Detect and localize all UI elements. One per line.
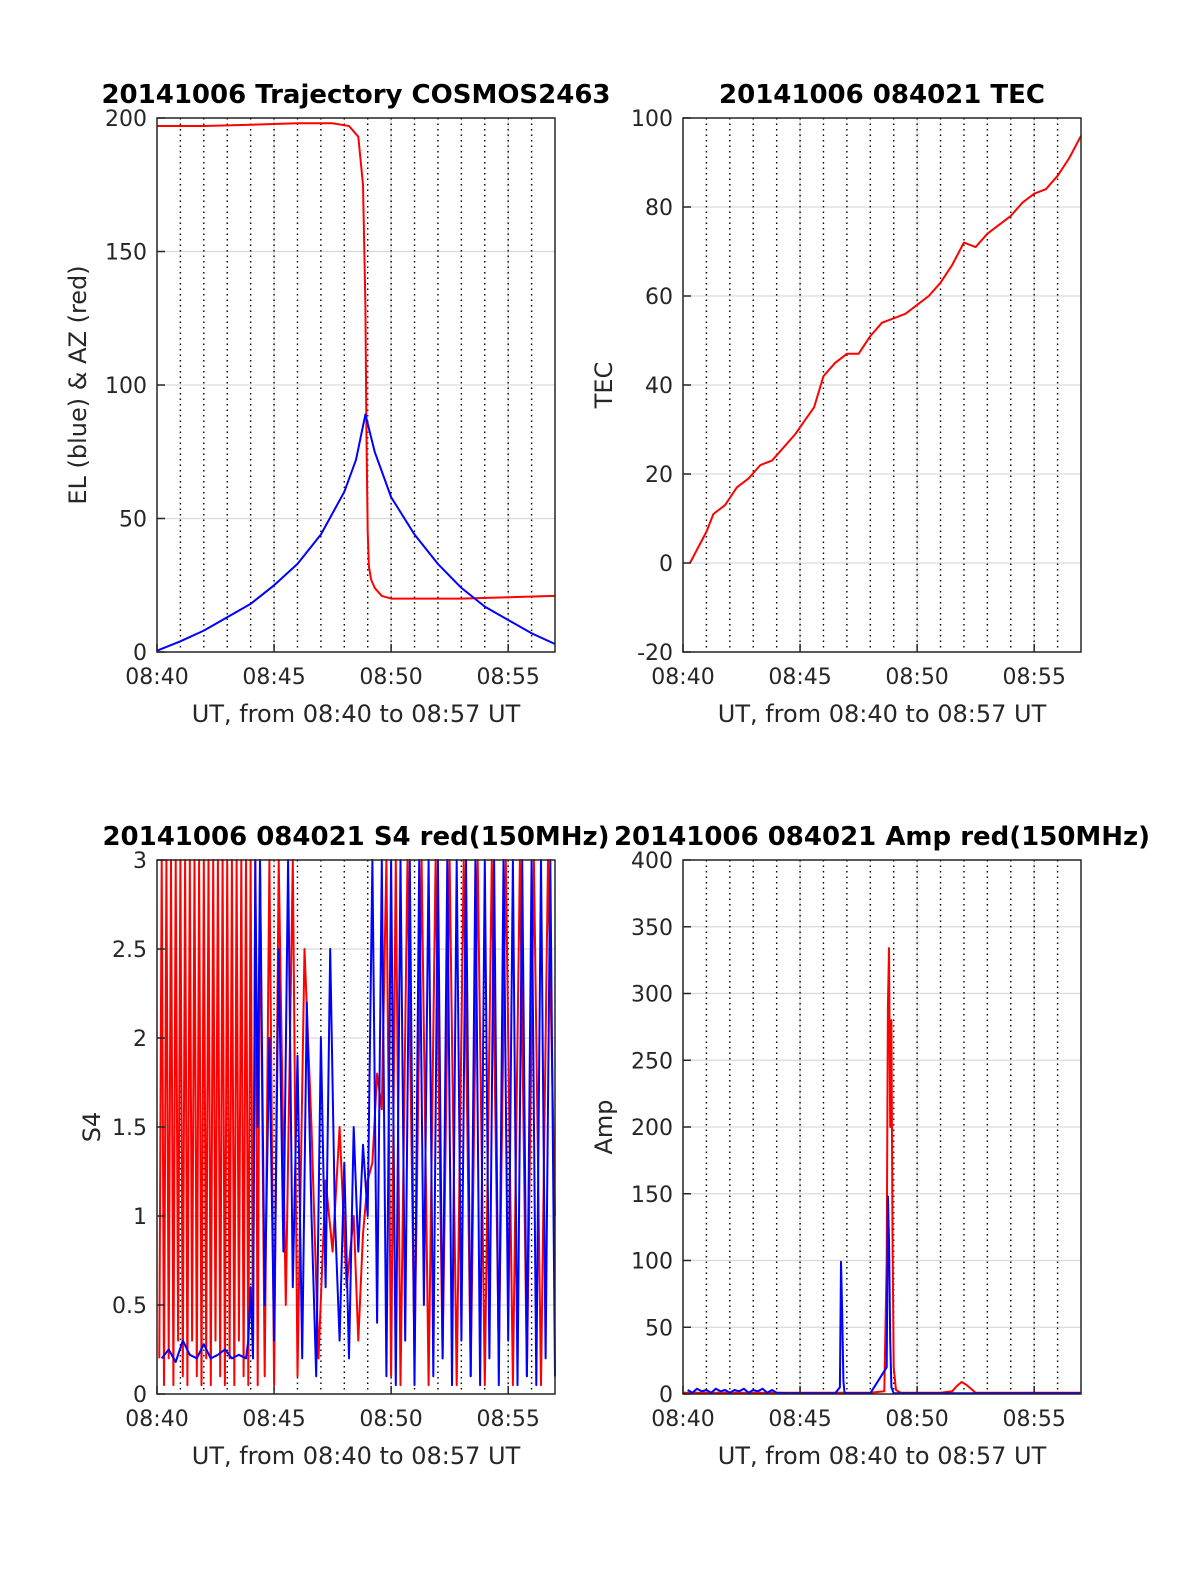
s4-ytick-5: 2.5: [112, 938, 147, 963]
amp-ytick-2: 100: [631, 1250, 673, 1275]
trajectory-ytick-1: 50: [119, 508, 147, 533]
s4-xtick-1: 08:45: [242, 1407, 305, 1432]
tec-xtick-0: 08:40: [651, 665, 714, 690]
tec-ytick-1: 0: [659, 552, 673, 577]
tec-xlabel: UT, from 08:40 to 08:57 UT: [718, 700, 1047, 728]
amp-ytick-0: 0: [659, 1383, 673, 1408]
trajectory-title: 20141006 Trajectory COSMOS2463: [101, 80, 610, 110]
trajectory-xtick-0: 08:40: [125, 665, 188, 690]
s4-xtick-2: 08:50: [359, 1407, 422, 1432]
s4-ytick-0: 0: [133, 1383, 147, 1408]
tec-xtick-3: 08:55: [1002, 665, 1065, 690]
amp-ytick-4: 200: [631, 1116, 673, 1141]
tec-xtick-1: 08:45: [768, 665, 831, 690]
s4-ytick-1: 0.5: [112, 1294, 147, 1319]
amp-title: 20141006 084021 Amp red(150MHz): [614, 822, 1150, 852]
amp-ytick-5: 250: [631, 1049, 673, 1074]
tec-series-red: [689, 135, 1082, 564]
s4-xlabel: UT, from 08:40 to 08:57 UT: [192, 1442, 521, 1470]
tec-ytick-4: 60: [645, 285, 673, 310]
s4-ylabel: S4: [78, 1112, 106, 1143]
amp-ytick-3: 150: [631, 1183, 673, 1208]
trajectory-ytick-2: 100: [105, 374, 147, 399]
amp-xtick-2: 08:50: [885, 1407, 948, 1432]
amp-ytick-7: 350: [631, 916, 673, 941]
tec-ylabel: TEC: [590, 362, 618, 410]
trajectory-xtick-1: 08:45: [242, 665, 305, 690]
s4-ytick-2: 1: [133, 1205, 147, 1230]
s4-ytick-6: 3: [133, 849, 147, 874]
s4-ytick-3: 1.5: [112, 1116, 147, 1141]
trajectory-ytick-0: 0: [133, 641, 147, 666]
trajectory-series-red: [157, 122, 556, 600]
tec-panel: 20141006 084021 TEC 08:40 08:45 08:50 08:55…: [590, 80, 1082, 728]
s4-xtick-3: 08:55: [476, 1407, 539, 1432]
amp-panel: 20141006 084021 Amp red(150MHz) 08:40 08:…: [590, 822, 1150, 1470]
tec-ytick-2: 20: [645, 463, 673, 488]
amp-xtick-3: 08:55: [1002, 1407, 1065, 1432]
s4-panel: 20141006 084021 S4 red(150MHz) 08:40 08:4…: [78, 822, 610, 1470]
tec-ytick-6: 100: [631, 107, 673, 132]
trajectory-xtick-2: 08:50: [359, 665, 422, 690]
s4-ytick-4: 2: [133, 1027, 147, 1052]
amp-ylabel: Amp: [590, 1099, 618, 1154]
trajectory-ytick-4: 200: [105, 107, 147, 132]
tec-title: 20141006 084021 TEC: [719, 80, 1045, 110]
amp-xlabel: UT, from 08:40 to 08:57 UT: [718, 1442, 1047, 1470]
tec-ytick-5: 80: [645, 196, 673, 221]
amp-xtick-1: 08:45: [768, 1407, 831, 1432]
trajectory-panel: 20141006 Trajectory COSMOS2463 08:40 08:4…: [64, 80, 611, 728]
tec-ytick-3: 40: [645, 374, 673, 399]
amp-series-red: [683, 947, 1081, 1394]
trajectory-xlabel: UT, from 08:40 to 08:57 UT: [192, 700, 521, 728]
s4-title: 20141006 084021 S4 red(150MHz): [102, 822, 609, 852]
amp-xtick-0: 08:40: [651, 1407, 714, 1432]
amp-ytick-6: 300: [631, 983, 673, 1008]
amp-ytick-8: 400: [631, 849, 673, 874]
trajectory-xtick-3: 08:55: [476, 665, 539, 690]
tec-ytick-0: -20: [637, 641, 673, 666]
trajectory-series-blue: [156, 413, 556, 652]
tec-xtick-2: 08:50: [885, 665, 948, 690]
amp-ytick-1: 50: [645, 1316, 673, 1341]
trajectory-ytick-3: 150: [105, 241, 147, 266]
s4-series-blue: [160, 859, 556, 1387]
s4-xtick-0: 08:40: [125, 1407, 188, 1432]
trajectory-ylabel: EL (blue) & AZ (red): [64, 265, 92, 504]
